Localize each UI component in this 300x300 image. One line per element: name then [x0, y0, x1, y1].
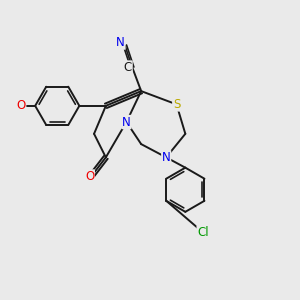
Text: O: O	[85, 170, 94, 183]
Text: S: S	[173, 98, 180, 111]
Text: C: C	[124, 61, 132, 74]
Text: N: N	[116, 36, 125, 49]
Text: O: O	[16, 99, 26, 112]
Text: N: N	[162, 151, 171, 164]
Text: N: N	[122, 116, 131, 128]
Text: Cl: Cl	[197, 226, 209, 239]
